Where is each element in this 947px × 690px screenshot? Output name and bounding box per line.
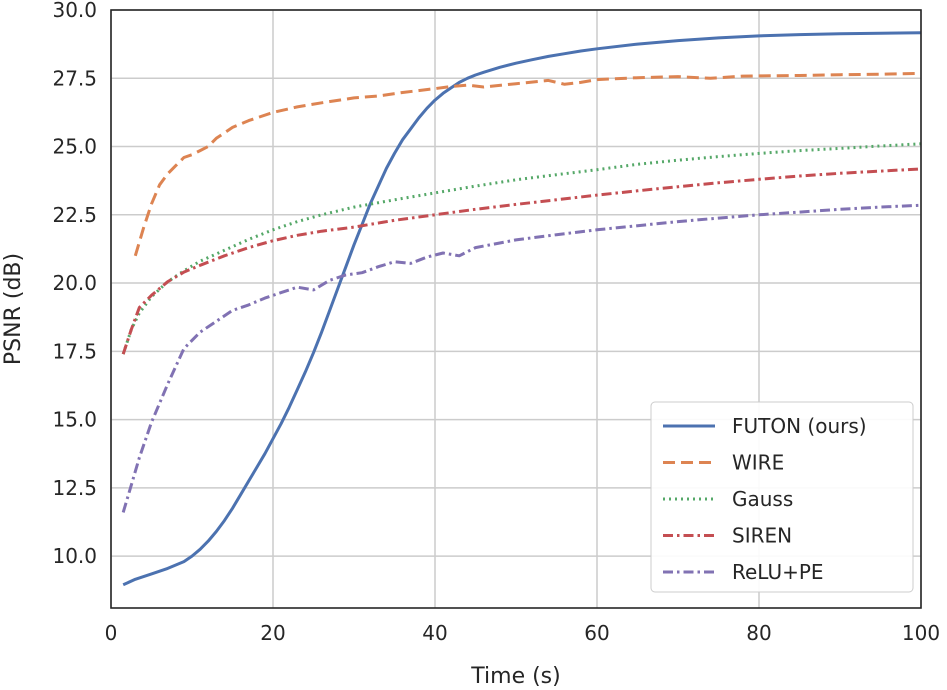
x-tick-label: 20: [260, 621, 285, 645]
y-tick-label: 17.5: [52, 339, 97, 363]
y-tick-label: 27.5: [52, 66, 97, 90]
legend: FUTON (ours) WIRE Gauss SIREN ReLU+PE: [650, 401, 914, 593]
y-tick-label: 30.0: [52, 0, 97, 22]
series-line-4: [121, 203, 922, 513]
x-tick-label: 0: [105, 621, 118, 645]
x-tick-labels: 0 20 40 60 80 100: [105, 621, 940, 645]
series-line-1: [133, 71, 922, 257]
series-line-3: [121, 167, 922, 355]
x-tick-label: 80: [746, 621, 771, 645]
x-axis-label: Time (s): [470, 664, 560, 689]
legend-label-3: SIREN: [732, 524, 792, 548]
legend-label-1: WIRE: [732, 451, 784, 475]
series-line-0: [122, 31, 922, 587]
y-tick-labels: 10.0 12.5 15.0 17.5 20.0 22.5 25.0 27.5 30.0: [52, 0, 97, 568]
y-tick-label: 25.0: [52, 135, 97, 159]
y-tick-label: 20.0: [52, 271, 97, 295]
legend-box: [650, 401, 914, 593]
y-tick-label: 10.0: [52, 544, 97, 568]
x-tick-label: 60: [584, 621, 609, 645]
legend-label-4: ReLU+PE: [732, 560, 824, 584]
legend-label-0: FUTON (ours): [732, 414, 867, 438]
y-tick-label: 15.0: [52, 408, 97, 432]
x-tick-label: 100: [902, 621, 940, 645]
series-lines: [121, 31, 922, 587]
y-axis-label: PSNR (dB): [1, 253, 26, 365]
x-tick-label: 40: [422, 621, 447, 645]
y-tick-label: 22.5: [52, 203, 97, 227]
legend-label-2: Gauss: [732, 487, 793, 511]
y-tick-label: 12.5: [52, 476, 97, 500]
plot-frame: [110, 9, 922, 609]
